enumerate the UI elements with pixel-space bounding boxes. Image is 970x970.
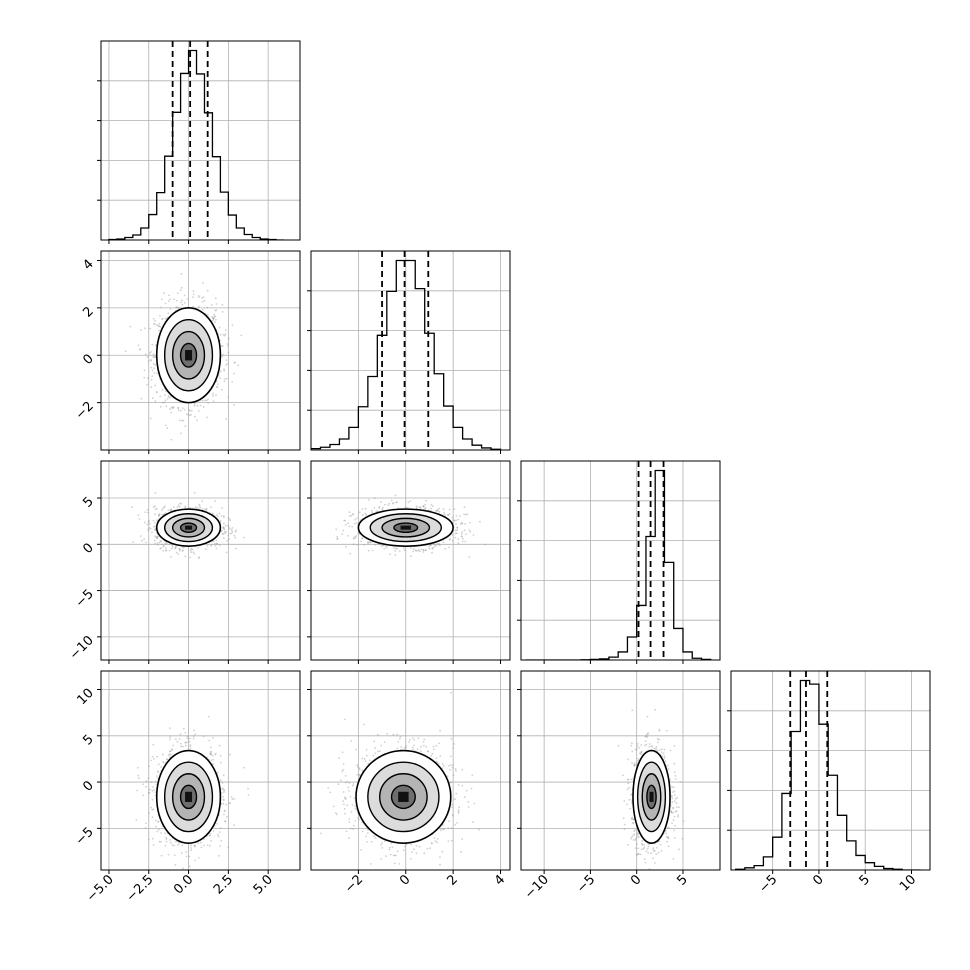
- x-tick-label: 10: [897, 872, 919, 894]
- histogram-step: [108, 49, 285, 240]
- axes-frame: [310, 250, 511, 451]
- axes-frame: [310, 670, 511, 871]
- hist-panel-2: [517, 460, 721, 664]
- y-tick-label: 10: [75, 686, 97, 708]
- x-tick-label: 5: [674, 872, 690, 888]
- axes-frame: [100, 460, 301, 661]
- axes-frame: [520, 460, 721, 661]
- density-peak: [185, 791, 193, 802]
- x-tick-label: 0.0: [171, 872, 196, 897]
- y-tick-label: 5: [80, 732, 96, 748]
- histogram-step: [734, 679, 921, 870]
- axes-frame: [100, 40, 301, 241]
- y-tick-label: 4: [80, 257, 96, 273]
- hist-panel-0: [97, 40, 301, 244]
- x-tick-label: 0: [628, 872, 644, 888]
- histogram-step: [311, 259, 502, 450]
- x-tick-label: −2.5: [124, 872, 157, 905]
- x-tick-label: 5: [857, 872, 873, 888]
- density-panel-1-0: −2 0 2 4: [73, 250, 301, 454]
- x-tick-label: −2: [342, 872, 366, 896]
- density-peak: [398, 791, 409, 802]
- axes-frame: [100, 670, 301, 871]
- x-tick-label: −5: [574, 872, 598, 896]
- x-tick-label: 2: [445, 872, 461, 888]
- x-tick-label: 0: [810, 872, 826, 888]
- axes-frame: [100, 250, 301, 451]
- y-tick-label: 5: [80, 494, 96, 510]
- y-tick-label: 0: [80, 541, 96, 557]
- x-tick-label: −10: [522, 872, 552, 902]
- density-panel-2-1: [307, 460, 511, 664]
- x-tick-label: −5: [756, 872, 780, 896]
- density-panel-3-0: −5.0 −2.5 0.0 2.5 5.0 −5 0 5 10: [73, 670, 301, 905]
- density-panel-3-2: −10 −5 0 5: [517, 670, 721, 902]
- y-tick-label: 0: [80, 778, 96, 794]
- y-tick-label: −5: [73, 825, 97, 849]
- x-tick-label: 0: [397, 872, 413, 888]
- density-peak: [185, 350, 193, 361]
- density-peak: [649, 791, 654, 802]
- y-tick-label: −10: [67, 633, 97, 663]
- x-tick-label: 2.5: [211, 872, 236, 897]
- hist-panel-3: −5 0 5 10: [727, 670, 931, 896]
- x-tick-label: 4: [492, 872, 508, 888]
- y-tick-label: 2: [80, 304, 96, 320]
- density-peak: [400, 525, 411, 530]
- axes-frame: [310, 460, 511, 661]
- y-tick-label: −5: [73, 587, 97, 611]
- hist-panel-1: [307, 250, 511, 454]
- axes-frame: [520, 670, 721, 871]
- axes-frame: [730, 670, 931, 871]
- histogram-step: [525, 469, 712, 660]
- density-peak: [185, 525, 193, 530]
- density-panel-3-1: −2 0 2 4: [307, 670, 511, 896]
- y-tick-label: −2: [73, 399, 97, 423]
- y-tick-label: 0: [80, 351, 96, 367]
- x-tick-label: 5.0: [251, 872, 276, 897]
- density-panel-2-0: −10 −5 0 5: [67, 460, 301, 664]
- x-tick-label: −5.0: [84, 872, 117, 905]
